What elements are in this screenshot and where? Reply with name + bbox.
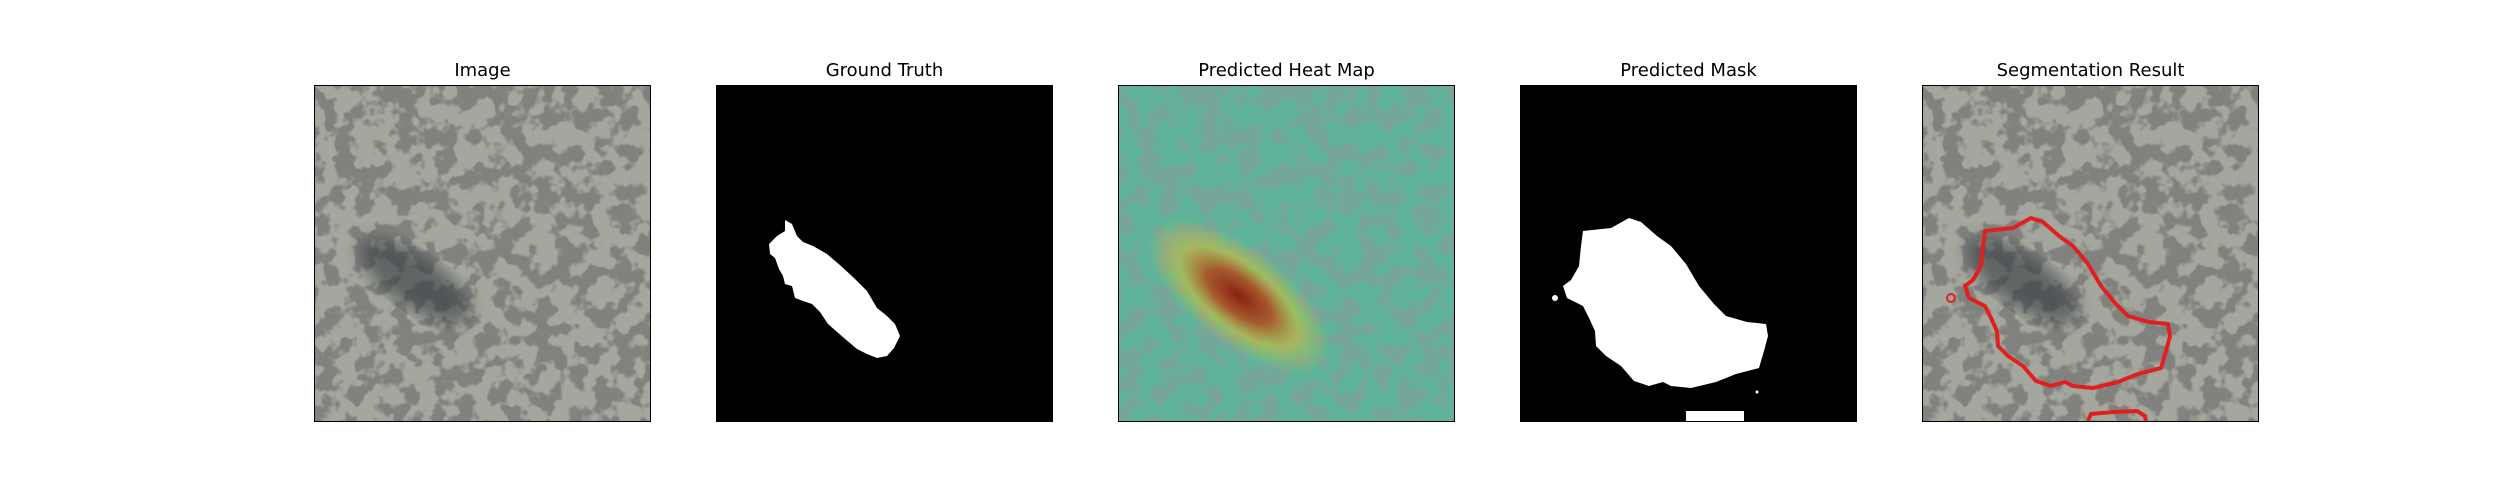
- ground-truth-mask: [717, 86, 1052, 421]
- panel-title: Image: [454, 60, 511, 81]
- panel-title: Ground Truth: [825, 60, 944, 81]
- panel-segmentation-result: Segmentation Result: [1922, 0, 2259, 500]
- ground-truth-region: [769, 220, 900, 358]
- heat-map-frame: [1118, 85, 1455, 422]
- segmentation-image: [1923, 86, 2258, 421]
- predicted-mask-frame: [1520, 85, 1857, 422]
- panel-heat-map: Predicted Heat Map: [1118, 0, 1455, 500]
- predicted-speck: [1755, 390, 1759, 394]
- predicted-speck: [1552, 295, 1558, 301]
- heat-hotspot: [1147, 218, 1331, 374]
- segmentation-contour: [1963, 216, 2172, 390]
- predicted-region-small: [1686, 411, 1744, 421]
- texture-image: [315, 86, 650, 421]
- segmentation-contour-small: [2086, 408, 2148, 421]
- panel-title: Predicted Heat Map: [1198, 60, 1375, 81]
- defect-region: [359, 238, 471, 324]
- panel-title: Segmentation Result: [1996, 60, 2185, 81]
- predicted-region: [1563, 218, 1768, 388]
- panel-predicted-mask: Predicted Mask: [1520, 0, 1857, 500]
- image-frame: [314, 85, 651, 422]
- heat-map-image: [1119, 86, 1454, 421]
- segmentation-frame: [1922, 85, 2259, 422]
- ground-truth-frame: [716, 85, 1053, 422]
- panel-image: Image: [314, 0, 651, 500]
- predicted-mask-image: [1521, 86, 1856, 421]
- panel-ground-truth: Ground Truth: [716, 0, 1053, 500]
- contour-speck: [1946, 293, 1956, 303]
- panel-title: Predicted Mask: [1620, 60, 1757, 81]
